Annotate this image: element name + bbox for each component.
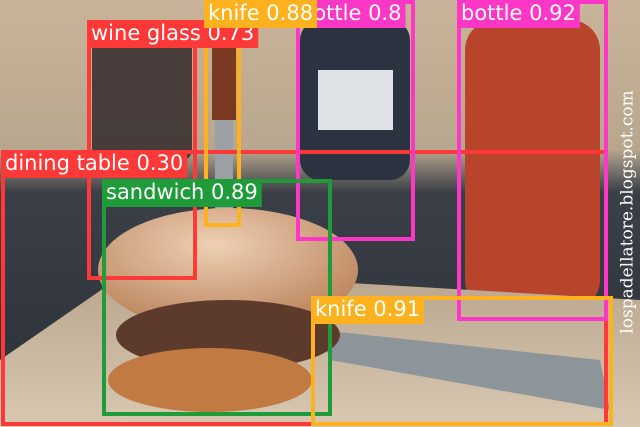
bun-top: [98, 208, 358, 332]
detection-label: sandwich 0.89: [102, 179, 262, 207]
label-background: [311, 296, 425, 324]
detection-label: bottle 0.92: [457, 0, 580, 28]
bounding-box: [311, 296, 613, 426]
detection-label: dining table 0.30: [1, 150, 188, 178]
label-background: [204, 0, 318, 28]
label-background: [1, 150, 188, 178]
watermark: lospadellatore.blogspot.com: [618, 90, 638, 333]
detection-label: knife 0.91: [311, 296, 425, 324]
knife-blade-lower: [320, 330, 610, 410]
bottle-label: [318, 70, 393, 130]
label-text: dining table 0.30: [5, 151, 183, 175]
bun-bottom: [108, 348, 312, 412]
wine-glass: [92, 30, 192, 160]
label-background: [102, 179, 262, 207]
label-text: sandwich 0.89: [106, 180, 258, 204]
label-background: [457, 0, 580, 28]
detection-label: knife 0.88: [204, 0, 318, 28]
label-text: knife 0.91: [315, 297, 420, 321]
label-text: knife 0.88: [208, 1, 313, 25]
sauce-bottle: [465, 20, 600, 310]
label-text: bottle 0.92: [461, 1, 576, 25]
